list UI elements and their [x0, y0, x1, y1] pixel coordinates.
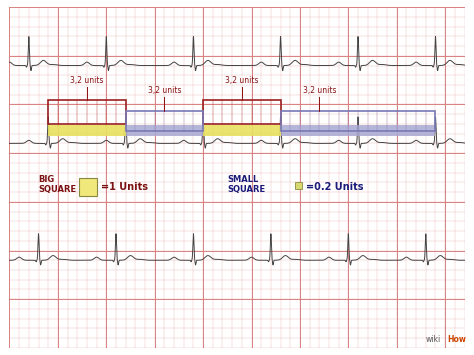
Text: 3,2 units: 3,2 units	[225, 76, 259, 85]
Text: =1 Units: =1 Units	[101, 182, 148, 192]
Bar	[48, 125, 126, 136]
Text: BIG
SQUARE: BIG SQUARE	[38, 175, 77, 194]
Text: SMALL
SQUARE: SMALL SQUARE	[228, 175, 265, 194]
Text: How: How	[447, 335, 466, 344]
Bar	[295, 182, 302, 189]
Text: 3,2 units: 3,2 units	[70, 76, 104, 85]
Bar	[281, 125, 436, 136]
Bar	[126, 125, 203, 136]
Bar	[203, 125, 281, 136]
Text: =0.2 Units: =0.2 Units	[306, 182, 363, 192]
Bar	[48, 100, 126, 124]
Text: 3,2 units: 3,2 units	[302, 86, 336, 95]
Bar	[281, 111, 436, 131]
Bar	[126, 111, 203, 131]
Bar	[203, 100, 281, 124]
Bar	[79, 179, 97, 196]
Text: wiki: wiki	[426, 335, 441, 344]
Text: 3,2 units: 3,2 units	[147, 86, 181, 95]
